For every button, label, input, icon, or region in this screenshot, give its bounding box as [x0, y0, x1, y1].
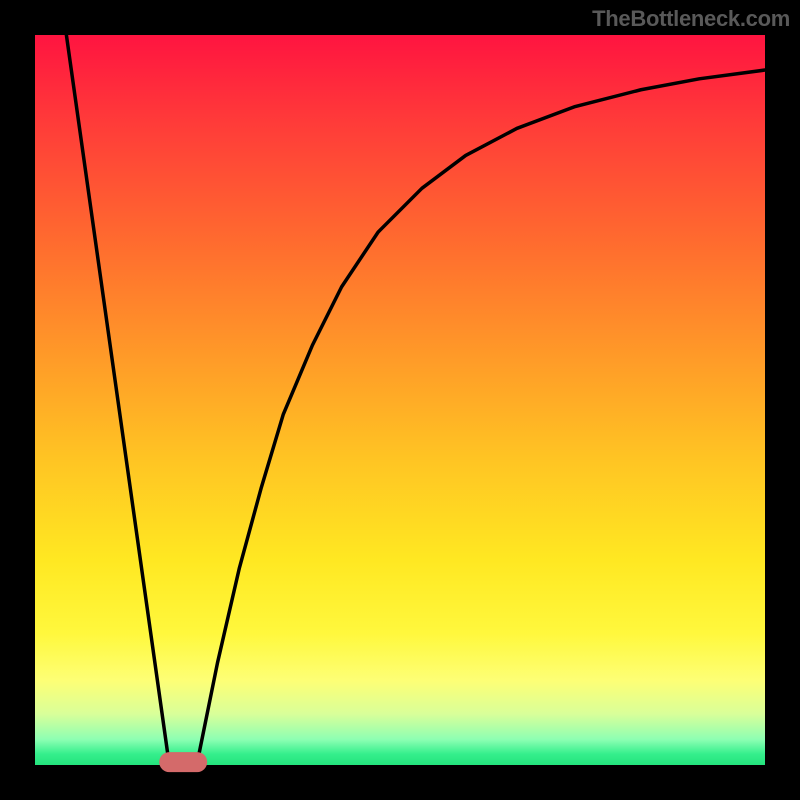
bottleneck-chart	[0, 0, 800, 800]
chart-container: TheBottleneck.com	[0, 0, 800, 800]
optimal-marker	[159, 752, 207, 772]
watermark-text: TheBottleneck.com	[592, 6, 790, 32]
plot-background	[35, 35, 765, 765]
